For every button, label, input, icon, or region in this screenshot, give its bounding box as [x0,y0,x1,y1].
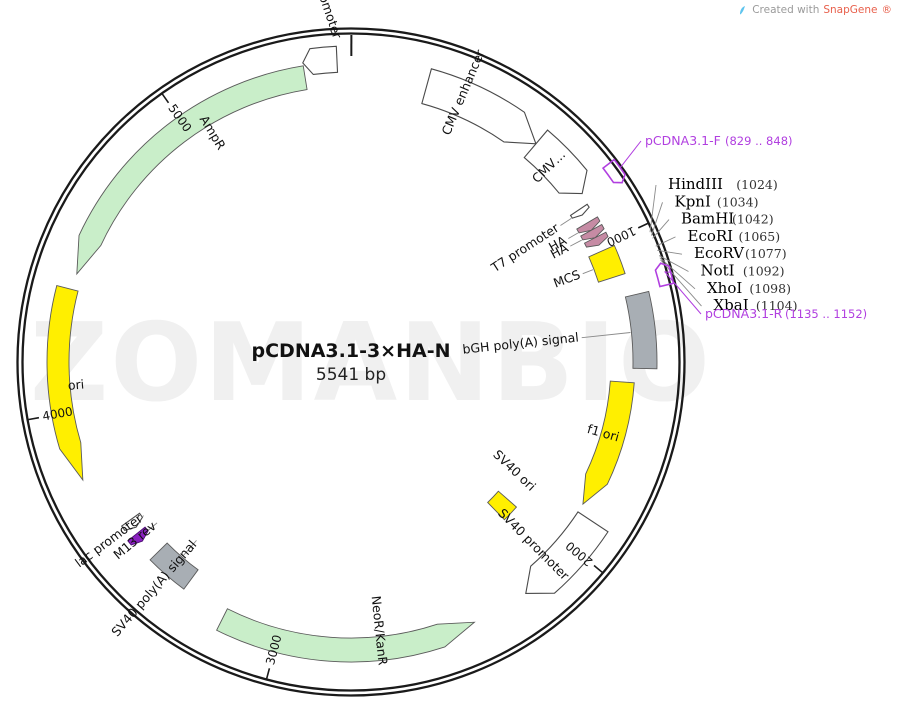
feature-sv40-ori[interactable] [487,490,518,521]
enzyme-site-list: HindIII (1024) KpnI (1034)BamHI(1042)EcoRI (… [668,175,797,314]
primer-arc-pcdna3.1-f[interactable] [601,158,626,184]
plasmid-backbone-ring [16,27,686,697]
feature-lac-promoter[interactable] [120,512,144,532]
primer-arc-pcdna3.1-r[interactable] [654,262,675,288]
tick-mark-3000 [265,668,271,680]
primer-range-pcdna3.1-r: (1135 .. 1152) [785,307,867,321]
feature-sv40-polya-signal[interactable] [149,542,199,590]
enzyme-site-ecorv[interactable]: EcoRV [694,244,745,262]
enzyme-leader-xbai [660,259,702,307]
enzyme-position-noti: (1092) [743,264,785,279]
feature-sv40-ori-label: SV40 ori [490,447,538,494]
feature-neor-kanr[interactable] [216,608,476,663]
feature-arcs [46,45,658,663]
feature-ampr[interactable] [76,65,308,276]
enzyme-leader-bamhi [652,219,670,239]
credit-brand: SnapGene [823,4,878,16]
feature-ampr-promoter[interactable] [302,45,339,76]
backbone-circle-1 [16,27,686,697]
primer-annotations: pCDNA3.1-F (829 .. 848) pCDNA3.1-R (1135 ..… [601,133,867,321]
enzyme-position-ecorv: (1077) [745,246,787,261]
plasmid-length: 5541 bp [316,365,386,385]
enzyme-position-ecori: (1065) [739,229,781,244]
credit-registered: ® [881,4,893,16]
primer-range-pcdna3.1-f: (829 .. 848) [725,134,793,148]
feature-ampr-label: AmpR [197,113,229,153]
feature-lac-promoter-leader [142,515,145,517]
plasmid-title-block: pCDNA3.1-3×HA-N 5541 bp [252,340,451,385]
leader-lines [142,140,702,557]
enzyme-position-xbai: (1104) [756,298,798,313]
feature-m13-rev[interactable] [127,526,149,546]
enzyme-site-xhoi[interactable]: XhoI [707,279,742,297]
tick-label-4000: 4000 [41,404,74,423]
feature-ha-1[interactable] [576,216,601,234]
feature-ha-3[interactable] [583,231,609,248]
tick-mark-4000 [27,416,40,421]
tick-label-1000: 1000 [604,224,638,250]
plasmid-name: pCDNA3.1-3×HA-N [252,340,451,362]
enzyme-position-bamhi: (1042) [732,212,774,227]
primer-leader-pcdna3.1-r [663,271,702,315]
primer-label-pcdna3.1-f[interactable]: pCDNA3.1-F [645,133,721,148]
enzyme-leader-kpni [651,202,663,236]
tick-mark-5000 [161,93,170,104]
watermark-text: ZOMANBIO [30,301,712,426]
enzyme-site-bamhi[interactable]: BamHI [681,210,734,228]
enzyme-site-noti[interactable]: NotI [701,262,735,280]
enzyme-position-kpni: (1034) [717,194,759,209]
feature-mcs[interactable] [588,244,626,283]
feature-sv40-polya-signal-leader [182,540,197,557]
feature-ha-1-leader [568,232,579,239]
snapgene-credit: Created with SnapGene ® [737,4,892,16]
enzyme-position-hindiii: (1024) [736,177,778,192]
watermark: ZOMANBIO [30,301,712,426]
feature-t7-promoter[interactable] [569,203,590,219]
enzyme-leader-xhoi [659,257,696,290]
tick-mark-1000 [637,222,649,229]
feature-f1-ori[interactable] [582,380,635,506]
primer-label-pcdna3.1-r[interactable]: pCDNA3.1-R [705,306,783,321]
enzyme-leader-ecori [655,236,676,247]
feature-cmv-promoter[interactable] [523,129,588,195]
feature-ori[interactable] [46,284,84,482]
enzyme-leader-ecorv [657,249,683,255]
feature-mcs-label: MCS [551,267,582,291]
enzyme-site-hindiii[interactable]: HindIII [668,175,723,193]
feature-neor-kanr-label: NeoR/KanR [369,595,391,666]
enzyme-leader-hindiii [649,184,657,233]
feature-ori-label: ori [67,377,84,393]
backbone-circle-2 [21,32,681,692]
feature-ha-2[interactable] [580,223,605,241]
enzyme-site-ecori[interactable]: EcoRI [688,227,734,245]
credit-prefix: Created with [752,4,820,16]
feature-bgh-polya-signal-leader [581,332,631,339]
enzyme-site-kpni[interactable]: KpnI [675,192,711,210]
snapgene-logo-icon [737,5,748,16]
tick-mark-2000 [593,564,603,574]
feature-mcs-leader [582,269,594,275]
enzyme-site-xbai[interactable]: XbaI [714,296,749,314]
enzyme-leader-noti [658,255,689,272]
feature-sv40-promoter[interactable] [525,511,609,594]
primer-leader-pcdna3.1-f [619,140,642,170]
feature-ha-2-leader [570,239,582,247]
feature-t7-promoter-leader [560,218,572,226]
feature-m13-rev-leader [148,522,158,531]
feature-bgh-polya-signal[interactable] [624,290,658,370]
enzyme-position-xhoi: (1098) [749,281,791,296]
